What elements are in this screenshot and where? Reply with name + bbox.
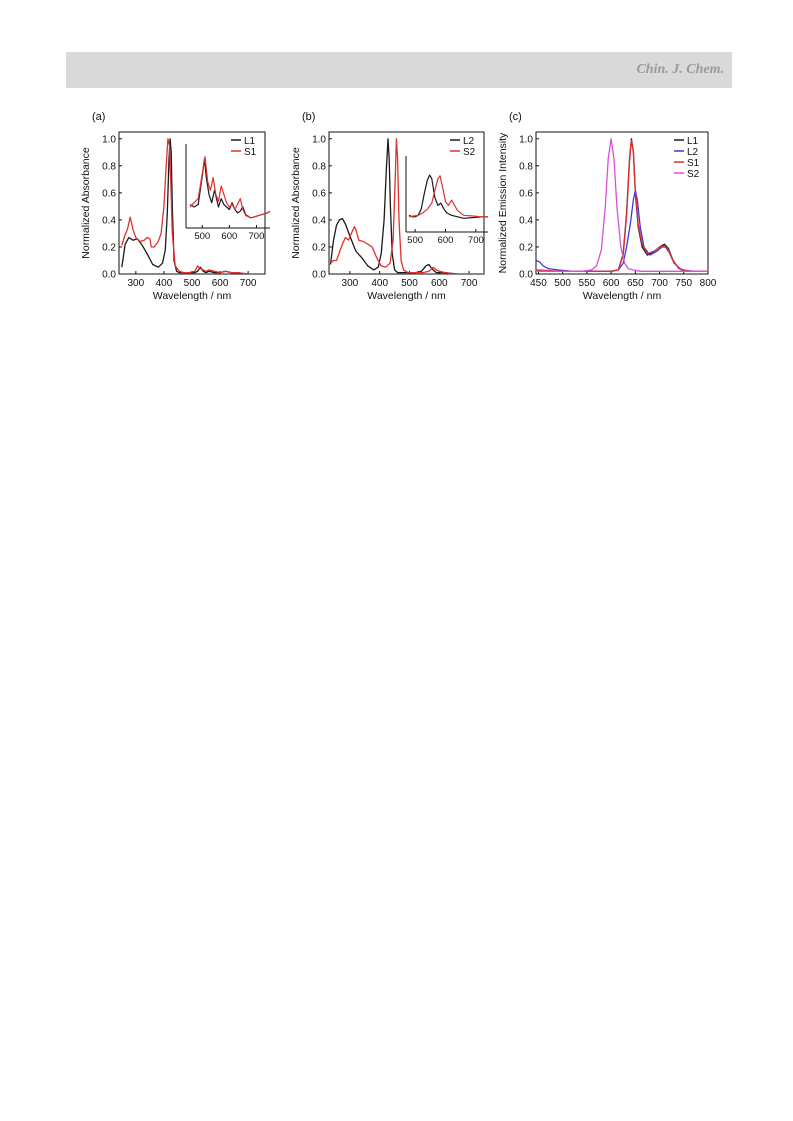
- y-tick-label: 0.2: [102, 242, 116, 253]
- x-axis-label: Wavelength / nm: [583, 290, 662, 302]
- plot-frame: [535, 131, 709, 275]
- y-tick-label: 0.6: [102, 188, 116, 199]
- y-tick-label: 1.0: [519, 134, 533, 145]
- plot-frame: [328, 131, 485, 275]
- y-tick-label: 0.4: [519, 215, 533, 226]
- series-line-S1: [536, 139, 708, 272]
- y-tick-label: 0.6: [312, 188, 326, 199]
- y-tick-label: 0.8: [102, 161, 116, 172]
- y-tick-label: 0.8: [519, 161, 533, 172]
- x-tick-label: 700: [240, 278, 257, 289]
- y-tick-label: 0.8: [312, 161, 326, 172]
- x-tick-label: 800: [700, 278, 717, 289]
- legend-label-L1: L1: [244, 136, 256, 147]
- x-tick-label: 300: [128, 278, 145, 289]
- inset-series-line-L2: [408, 174, 488, 219]
- series-group: [536, 138, 708, 272]
- y-tick-label: 1.0: [102, 134, 116, 145]
- inset-x-tick-label: 600: [438, 235, 454, 246]
- legend-label-L1: L1: [687, 136, 699, 147]
- y-axis-label: Normalized Absorbance: [290, 147, 302, 259]
- y-axis-label: Normalized Emission Intensity: [497, 132, 509, 273]
- y-tick-label: 0.2: [312, 242, 326, 253]
- chart-panel-2: (c) 0.0 0.2 0.4 0.6 0.8 1.0 450 500 550 600 650 700 7…: [497, 111, 717, 302]
- legend-label-S1: S1: [687, 158, 700, 169]
- x-tick-label: 600: [212, 278, 229, 289]
- journal-name: Chin. J. Chem.: [636, 62, 724, 77]
- figure-spectra: (a) 0.0 0.2 0.4 0.6 0.8 1.0 300 400 500 600 700 Wave…: [66, 104, 732, 314]
- y-tick-label: 0.0: [519, 270, 533, 281]
- x-tick-label: 600: [603, 278, 620, 289]
- y-tick-label: 0.0: [312, 270, 326, 281]
- legend-label-L2: L2: [687, 147, 699, 158]
- x-tick-label: 500: [184, 278, 201, 289]
- legend-label-L2: L2: [463, 136, 475, 147]
- inset-chart: 500 600 700: [185, 144, 271, 242]
- legend-label-S2: S2: [687, 169, 700, 180]
- x-tick-label: 300: [342, 278, 359, 289]
- x-tick-label: 400: [371, 278, 388, 289]
- x-axis-label: Wavelength / nm: [367, 290, 446, 302]
- inset-x-tick-label: 500: [194, 231, 210, 242]
- y-tick-label: 0.2: [519, 242, 533, 253]
- series-line-S1: [121, 138, 263, 274]
- inset-x-tick-label: 700: [468, 235, 484, 246]
- series-line-S2: [330, 138, 484, 274]
- series-line-S2: [536, 138, 708, 272]
- x-tick-label: 500: [401, 278, 418, 289]
- running-header: Chin. J. Chem.: [66, 52, 732, 88]
- chart-panel-1: (b) 0.0 0.2 0.4 0.6 0.8 1.0 300 400 500 600 700 Wave…: [290, 111, 488, 302]
- inset-x-tick-label: 700: [249, 231, 265, 242]
- x-tick-label: 500: [554, 278, 571, 289]
- x-tick-label: 550: [579, 278, 596, 289]
- series-group: [121, 138, 263, 274]
- x-tick-label: 700: [651, 278, 668, 289]
- inset-series-line-L1: [189, 158, 271, 219]
- x-tick-label: 700: [461, 278, 478, 289]
- y-tick-label: 0.6: [519, 188, 533, 199]
- x-axis-label: Wavelength / nm: [153, 290, 232, 302]
- inset-chart: 500 600 700: [405, 156, 488, 246]
- series-line-L1: [121, 138, 263, 274]
- panel-label: (b): [302, 111, 315, 123]
- inset-series-line-S2: [408, 175, 488, 218]
- x-tick-label: 600: [431, 278, 448, 289]
- series-line-L2: [329, 138, 484, 274]
- y-tick-label: 0.4: [312, 215, 326, 226]
- inset-x-tick-label: 500: [407, 235, 423, 246]
- chart-panel-0: (a) 0.0 0.2 0.4 0.6 0.8 1.0 300 400 500 600 700 Wave…: [80, 111, 271, 302]
- panel-label: (a): [92, 111, 105, 123]
- x-tick-label: 450: [530, 278, 547, 289]
- y-tick-label: 0.0: [102, 270, 116, 281]
- y-axis-label: Normalized Absorbance: [80, 147, 92, 259]
- inset-series-line-S1: [189, 155, 271, 219]
- series-group: [329, 138, 484, 274]
- legend-label-S1: S1: [244, 147, 257, 158]
- panel-label: (c): [509, 111, 522, 123]
- inset-x-tick-label: 600: [221, 231, 237, 242]
- legend-label-S2: S2: [463, 147, 476, 158]
- x-tick-label: 400: [156, 278, 173, 289]
- y-tick-label: 0.4: [102, 215, 116, 226]
- x-tick-label: 650: [627, 278, 644, 289]
- y-tick-label: 1.0: [312, 134, 326, 145]
- x-tick-label: 750: [675, 278, 692, 289]
